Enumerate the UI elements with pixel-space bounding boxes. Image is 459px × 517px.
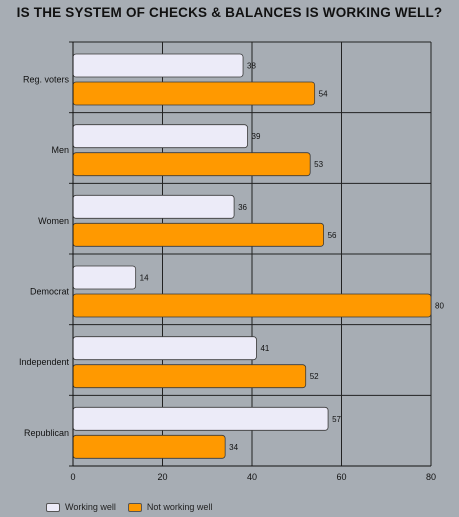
category-label-independent: Independent [19, 357, 70, 367]
data-label-not-working-well-republican: 34 [229, 443, 238, 452]
x-tick-label-40: 40 [247, 472, 257, 482]
data-label-working-well-republican: 57 [332, 415, 341, 424]
data-label-not-working-well-democrat: 80 [435, 302, 444, 311]
chart-title: IS THE SYSTEM OF CHECKS & BALANCES IS WO… [16, 5, 443, 20]
data-label-working-well-independent: 41 [260, 344, 269, 353]
category-label-reg-voters: Reg. voters [23, 75, 70, 85]
data-label-not-working-well-women: 56 [328, 231, 337, 240]
bar-working-well-democrat [72, 265, 137, 290]
legend-swatch-not-working-well [127, 502, 142, 512]
data-label-working-well-democrat: 14 [140, 274, 149, 283]
bar-working-well-reg-voters [72, 53, 244, 78]
legend-label-working-well: Working well [65, 502, 116, 512]
legend: Working well Not working well [46, 500, 224, 514]
legend-item-working-well: Working well [46, 502, 116, 512]
data-label-not-working-well-men: 53 [314, 160, 323, 169]
bar-working-well-independent [72, 336, 257, 361]
legend-item-not-working-well: Not working well [127, 502, 213, 512]
category-label-democrat: Democrat [30, 287, 70, 297]
bar-not-working-well-republican [72, 434, 226, 459]
category-label-republican: Republican [24, 428, 69, 438]
labels: 0 20 40 60 80 Reg. voters 38 54 Men 39 53 Women 36 56… [19, 62, 445, 483]
axes [69, 41, 431, 467]
bars [72, 53, 432, 459]
bar-working-well-republican [72, 406, 329, 431]
x-tick-label-20: 20 [157, 472, 167, 482]
bar-working-well-men [72, 124, 248, 149]
data-label-not-working-well-independent: 52 [310, 372, 319, 381]
bar-not-working-well-men [72, 152, 311, 177]
x-tick-label-80: 80 [426, 472, 436, 482]
bar-not-working-well-independent [72, 364, 307, 389]
data-label-not-working-well-reg-voters: 54 [319, 90, 328, 99]
bar-working-well-women [72, 194, 235, 219]
bar-not-working-well-reg-voters [72, 81, 316, 106]
category-label-women: Women [38, 216, 69, 226]
legend-swatch-working-well [46, 502, 60, 512]
data-label-working-well-men: 39 [252, 132, 261, 141]
legend-label-not-working-well: Not working well [146, 502, 213, 512]
bar-not-working-well-democrat [72, 293, 432, 318]
x-tick-label-60: 60 [336, 472, 346, 482]
data-label-working-well-reg-voters: 38 [247, 62, 256, 71]
grid-lines [72, 41, 432, 467]
bar-not-working-well-women [72, 222, 325, 247]
x-tick-label-0: 0 [70, 472, 75, 482]
data-label-working-well-women: 36 [238, 203, 247, 212]
category-label-men: Men [51, 145, 69, 155]
